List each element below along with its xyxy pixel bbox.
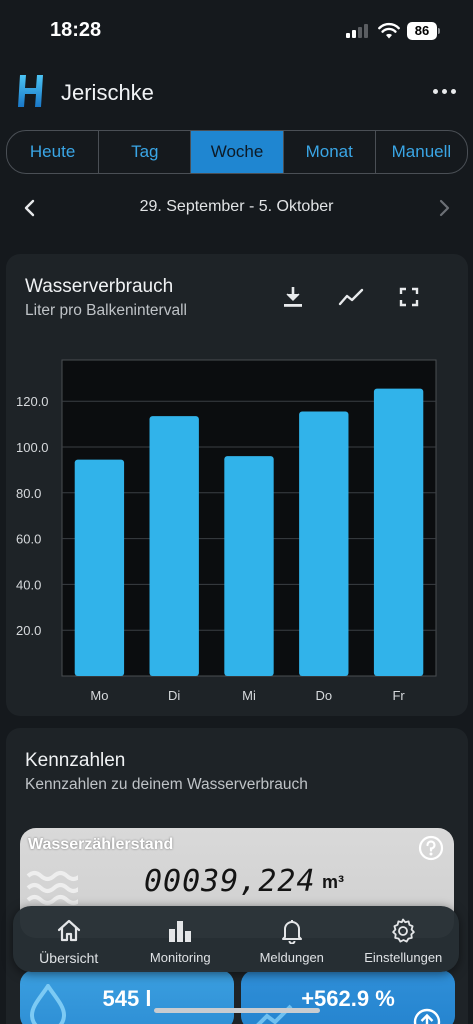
home-icon: [57, 919, 80, 942]
tab-monitoring[interactable]: Monitoring: [125, 906, 237, 972]
chevron-left-icon[interactable]: [20, 197, 40, 219]
bar-chart-icon: [169, 921, 192, 942]
more-dot-icon: [432, 88, 438, 94]
bottom-tab-bar: Übersicht Monitoring Meldungen Einstellu…: [13, 906, 459, 972]
meter-label: Wasserzählerstand: [28, 836, 174, 853]
card-title: Wasserverbrauch: [25, 276, 174, 297]
kennzahlen-title: Kennzahlen: [25, 750, 126, 771]
y-tick-label: 120.0: [16, 394, 49, 409]
bell-icon: [281, 920, 302, 944]
water-waves-icon: [26, 871, 78, 905]
y-tick-label: 40.0: [16, 577, 41, 592]
water-consumption-bar-chart: 20.0 40.0 60.0 80.0 100.0 120.0 Mo Di Mi Do Fr: [16, 359, 437, 703]
download-icon[interactable]: [280, 284, 306, 310]
arrow-up-circle-icon: [413, 1008, 441, 1024]
fullscreen-icon[interactable]: [396, 284, 422, 310]
tab-uebersicht[interactable]: Übersicht: [13, 906, 125, 972]
battery-indicator: 86: [407, 22, 437, 40]
status-bar: 18:28 86: [0, 0, 473, 60]
x-tick-label: Fr: [392, 688, 405, 703]
kpi-change-value: +562.9 %: [301, 986, 395, 1011]
tab-einstellungen[interactable]: Einstellungen: [348, 906, 460, 972]
bar-do: [299, 411, 349, 676]
y-tick-label: 80.0: [16, 486, 41, 501]
tab-woche[interactable]: Woche: [191, 131, 284, 173]
kpi-consumption-value: 545 l: [102, 986, 152, 1011]
y-tick-label: 60.0: [16, 532, 41, 547]
bar-mo: [74, 459, 125, 676]
x-tick-label: Do: [315, 688, 332, 703]
tab-manuell[interactable]: Manuell: [391, 142, 452, 161]
x-tick-label: Mi: [242, 688, 256, 703]
wifi-icon: [378, 22, 400, 39]
help-icon[interactable]: [418, 835, 444, 861]
card-subtitle: Liter pro Balkenintervall: [25, 302, 187, 319]
tab-label: Monitoring: [149, 950, 211, 965]
period-segmented-control: Heute Tag Woche Monat Manuell: [6, 130, 468, 174]
app-logo-icon: [18, 75, 43, 107]
more-dot-icon: [450, 88, 456, 94]
x-tick-label: Mo: [90, 688, 108, 703]
tab-label: Einstellungen: [364, 950, 443, 965]
kennzahlen-subtitle: Kennzahlen zu deinem Wasserverbrauch: [25, 776, 308, 793]
bar-di: [149, 416, 199, 676]
tab-label: Meldungen: [259, 950, 324, 965]
app-title: Jerischke: [61, 80, 154, 105]
tab-label: Übersicht: [39, 950, 99, 966]
bar-fr: [373, 388, 424, 676]
trend-up-icon: [256, 1004, 293, 1024]
water-drop-icon: [29, 984, 67, 1024]
trend-line-icon[interactable]: [338, 284, 364, 310]
bar-mi: [224, 456, 274, 676]
kpi-tile-change[interactable]: +562.9 %: [241, 970, 455, 1024]
chevron-right-icon[interactable]: [434, 197, 454, 219]
y-tick-label: 20.0: [16, 623, 41, 638]
gear-icon: [392, 918, 416, 943]
y-tick-label: 100.0: [16, 440, 49, 455]
tab-tag[interactable]: Tag: [99, 131, 192, 173]
water-consumption-card: Wasserverbrauch Liter pro Balkeninterval…: [6, 254, 468, 716]
home-indicator: [154, 1008, 320, 1013]
tab-monat[interactable]: Monat: [284, 131, 376, 173]
meter-reading-value: 00039,224: [144, 864, 316, 899]
kpi-tile-consumption[interactable]: 545 l: [20, 970, 234, 1024]
status-time: 18:28: [50, 19, 102, 41]
date-range-label: 29. September - 5. Oktober: [139, 198, 334, 215]
meter-reading-unit: m³: [322, 872, 344, 892]
more-options-button[interactable]: [430, 82, 458, 100]
more-dot-icon: [441, 88, 447, 94]
tab-heute[interactable]: Heute: [7, 131, 100, 173]
battery-tip: [438, 28, 440, 34]
x-tick-label: Di: [168, 688, 180, 703]
tab-meldungen[interactable]: Meldungen: [236, 906, 348, 972]
cellular-signal-icon: [346, 24, 372, 38]
